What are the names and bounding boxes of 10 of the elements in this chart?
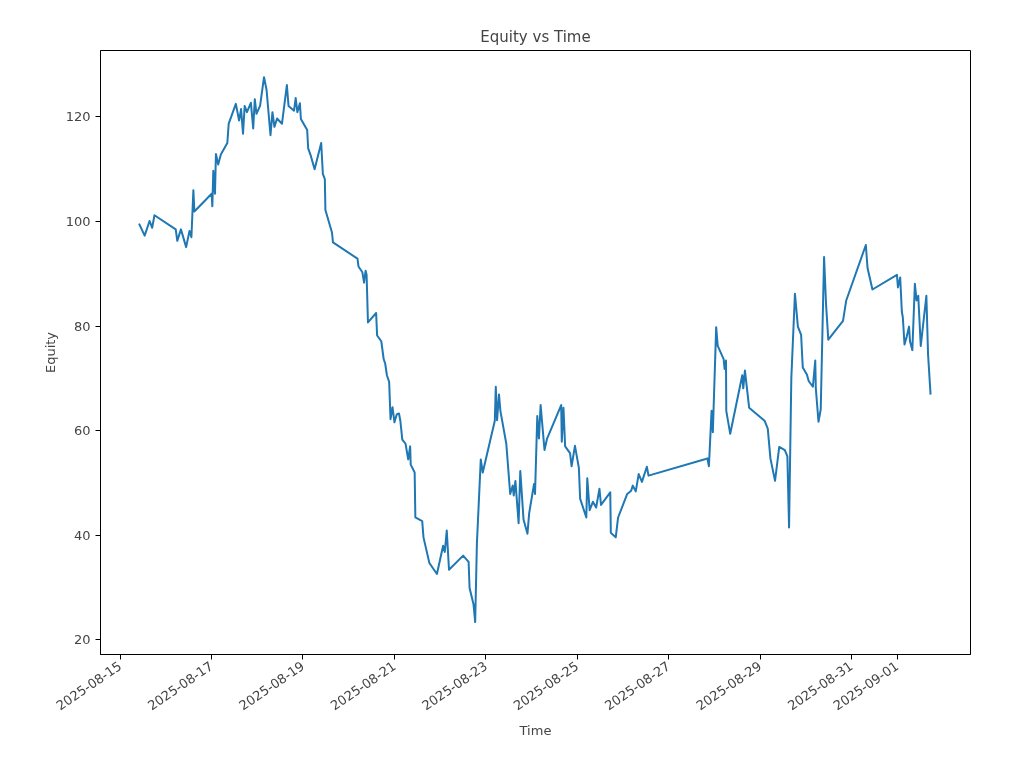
y-axis-title: Equity xyxy=(42,331,58,374)
y-tick-label: 60 xyxy=(73,423,91,439)
y-tick-label: 40 xyxy=(73,527,91,543)
x-axis-title: Time xyxy=(518,722,552,738)
chart-title: Equity vs Time xyxy=(480,27,591,46)
y-tick-label: 100 xyxy=(65,214,91,229)
y-tick-label: 20 xyxy=(73,632,91,648)
y-tick-label: 120 xyxy=(65,109,91,125)
y-tick-label: 80 xyxy=(73,318,91,334)
line-series xyxy=(138,76,932,624)
